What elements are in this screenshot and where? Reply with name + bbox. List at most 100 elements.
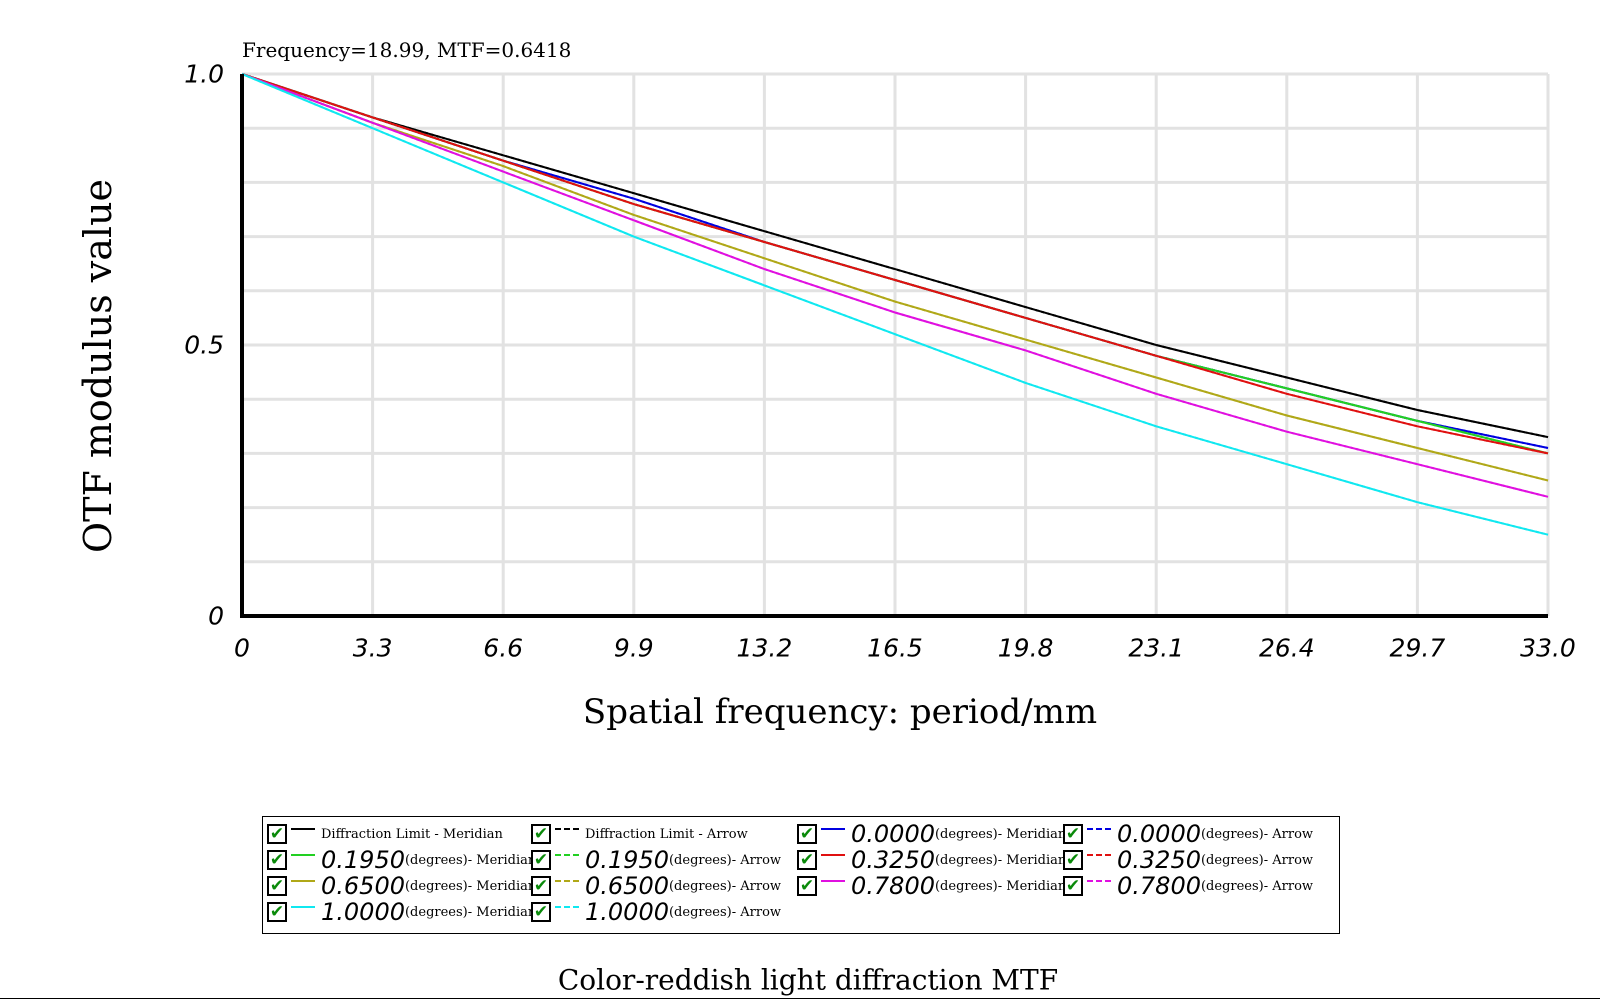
series-line[interactable]	[241, 73, 1549, 439]
legend-angle: 1.0000	[321, 898, 405, 926]
legend-swatch	[821, 828, 845, 830]
y-tick-label: 1.0	[184, 59, 224, 89]
checkmark-icon: ✔	[269, 823, 285, 844]
legend-label: (degrees)- Arrow	[668, 878, 782, 894]
legend-item[interactable]: ✔ 0.3250 (degrees)- Meridian	[797, 846, 1067, 874]
legend-angle: 1.0000	[585, 898, 669, 926]
chart-title: Color-reddish light diffraction MTF	[557, 963, 1059, 997]
y-tick-label: 0.5	[184, 330, 224, 360]
legend-label: (degrees)- Arrow	[1200, 852, 1314, 868]
y-axis-label: OTF modulus value	[76, 178, 120, 554]
x-tick-label: 26.4	[1258, 633, 1315, 663]
checkmark-icon: ✔	[1065, 849, 1081, 870]
legend-swatch	[291, 906, 315, 908]
x-tick-label: 6.6	[483, 633, 524, 663]
legend-checkbox[interactable]: ✔	[267, 902, 287, 922]
legend-checkbox[interactable]: ✔	[531, 876, 551, 896]
legend-angle: 0.6500	[321, 872, 405, 900]
legend-angle: 0.3250	[851, 846, 935, 874]
legend-checkbox[interactable]: ✔	[797, 876, 817, 896]
legend-swatch	[555, 828, 579, 830]
legend-swatch	[1087, 828, 1111, 830]
series-line[interactable]	[241, 73, 1549, 498]
legend-checkbox[interactable]: ✔	[531, 824, 551, 844]
legend-checkbox[interactable]: ✔	[531, 850, 551, 870]
x-tick-label: 29.7	[1389, 633, 1446, 663]
legend-swatch	[821, 854, 845, 856]
y-tick-label: 0	[208, 601, 224, 631]
legend-label: (degrees)- Arrow	[668, 852, 782, 868]
checkmark-icon: ✔	[1065, 823, 1081, 844]
checkmark-icon: ✔	[533, 823, 549, 844]
legend-angle: 0.1950	[585, 846, 669, 874]
legend-checkbox[interactable]: ✔	[531, 902, 551, 922]
chart-series-group[interactable]	[241, 73, 1549, 536]
checkmark-icon: ✔	[533, 849, 549, 870]
legend-swatch	[291, 880, 315, 882]
series-line[interactable]	[241, 73, 1549, 536]
legend-checkbox[interactable]: ✔	[797, 824, 817, 844]
legend-item[interactable]: ✔ 0.7800 (degrees)- Meridian	[797, 872, 1066, 900]
legend-checkbox[interactable]: ✔	[267, 850, 287, 870]
checkmark-icon: ✔	[269, 875, 285, 896]
legend: ✔ Diffraction Limit - Meridian ✔ Diffractio…	[262, 816, 1340, 934]
legend-label: (degrees)- Meridian	[404, 904, 537, 920]
x-tick-label: 9.9	[613, 633, 654, 663]
legend-item[interactable]: ✔ Diffraction Limit - Arrow	[531, 821, 748, 847]
legend-item[interactable]: ✔ 0.0000 (degrees)- Meridian	[797, 820, 1067, 848]
bottom-divider	[0, 998, 1600, 999]
checkmark-icon: ✔	[799, 875, 815, 896]
legend-checkbox[interactable]: ✔	[1063, 850, 1083, 870]
legend-swatch	[821, 880, 845, 882]
legend-swatch	[291, 854, 315, 856]
legend-angle: 0.7800	[1117, 872, 1201, 900]
legend-item[interactable]: ✔ 0.1950 (degrees)- Meridian	[267, 846, 537, 874]
legend-label: (degrees)- Arrow	[668, 904, 782, 920]
legend-item[interactable]: ✔ 0.6500 (degrees)- Meridian	[267, 872, 537, 900]
x-tick-label: 16.5	[867, 633, 923, 663]
legend-label: (degrees)- Meridian	[934, 826, 1067, 842]
checkmark-icon: ✔	[269, 901, 285, 922]
x-axis-label: Spatial frequency: period/mm	[582, 692, 1098, 732]
legend-label: (degrees)- Meridian	[404, 878, 537, 894]
legend-swatch	[291, 828, 315, 830]
checkmark-icon: ✔	[269, 849, 285, 870]
legend-checkbox[interactable]: ✔	[1063, 824, 1083, 844]
legend-item[interactable]: ✔ 0.1950 (degrees)- Arrow	[531, 846, 782, 874]
legend-checkbox[interactable]: ✔	[267, 876, 287, 896]
chart-axes	[240, 74, 1548, 618]
x-tick-label: 0	[234, 633, 250, 663]
legend-angle: 0.0000	[1117, 820, 1201, 848]
series-line[interactable]	[241, 73, 1549, 455]
legend-label: Diffraction Limit - Meridian	[321, 826, 503, 842]
chart-grid	[240, 72, 1550, 616]
legend-angle: 0.0000	[851, 820, 935, 848]
legend-item[interactable]: ✔ 0.7800 (degrees)- Arrow	[1063, 872, 1313, 900]
legend-angle: 0.1950	[321, 846, 405, 874]
legend-label: (degrees)- Meridian	[404, 852, 537, 868]
legend-item[interactable]: ✔ 0.0000 (degrees)- Arrow	[1063, 820, 1313, 848]
checkmark-icon: ✔	[533, 875, 549, 896]
x-tick-label: 19.8	[997, 633, 1054, 663]
legend-item[interactable]: ✔ 0.3250 (degrees)- Arrow	[1063, 846, 1314, 874]
legend-label: (degrees)- Meridian	[934, 852, 1067, 868]
legend-item[interactable]: ✔ 1.0000 (degrees)- Meridian	[267, 898, 537, 926]
x-tick-label: 33.0	[1520, 633, 1576, 663]
x-tick-label: 23.1	[1128, 633, 1185, 663]
legend-swatch	[1087, 854, 1111, 856]
legend-item[interactable]: ✔ Diffraction Limit - Meridian	[267, 821, 503, 847]
legend-swatch	[555, 906, 579, 908]
cursor-readout: Frequency=18.99, MTF=0.6418	[242, 38, 572, 62]
checkmark-icon: ✔	[533, 901, 549, 922]
checkmark-icon: ✔	[799, 849, 815, 870]
legend-item[interactable]: ✔ 1.0000 (degrees)- Arrow	[531, 898, 782, 926]
series-line[interactable]	[241, 73, 1549, 482]
legend-checkbox[interactable]: ✔	[1063, 876, 1083, 896]
legend-checkbox[interactable]: ✔	[797, 850, 817, 870]
legend-item[interactable]: ✔ 0.6500 (degrees)- Arrow	[531, 872, 782, 900]
x-tick-label: 13.2	[736, 633, 793, 663]
legend-swatch	[555, 880, 579, 882]
legend-checkbox[interactable]: ✔	[267, 824, 287, 844]
legend-label: Diffraction Limit - Arrow	[585, 826, 748, 842]
